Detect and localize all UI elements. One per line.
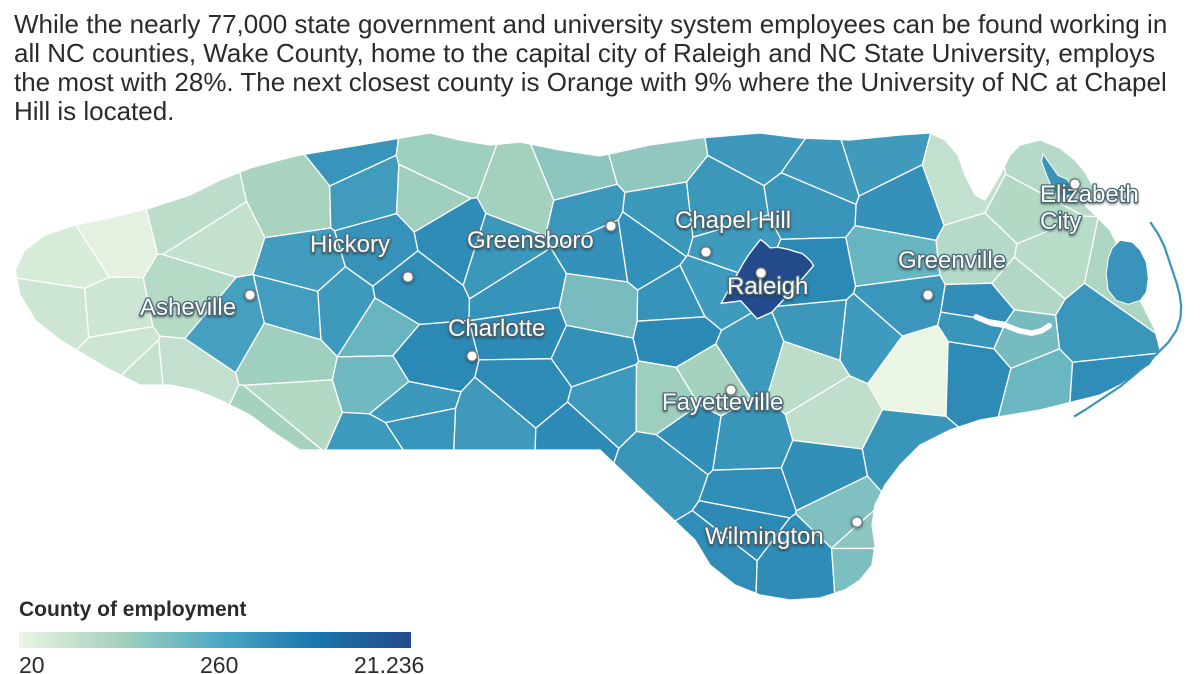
- svg-text:Greensboro: Greensboro: [467, 227, 594, 254]
- svg-text:Hickory: Hickory: [310, 231, 390, 258]
- svg-text:City: City: [1040, 208, 1081, 235]
- svg-text:Elizabeth: Elizabeth: [1040, 181, 1139, 208]
- svg-text:Fayetteville: Fayetteville: [662, 389, 783, 416]
- svg-text:Greenville: Greenville: [898, 247, 1006, 274]
- svg-text:Raleigh: Raleigh: [727, 273, 808, 300]
- svg-text:Wilmington: Wilmington: [705, 523, 824, 550]
- svg-text:Charlotte: Charlotte: [448, 315, 545, 342]
- svg-text:Asheville: Asheville: [140, 294, 236, 321]
- svg-text:Chapel Hill: Chapel Hill: [675, 207, 791, 234]
